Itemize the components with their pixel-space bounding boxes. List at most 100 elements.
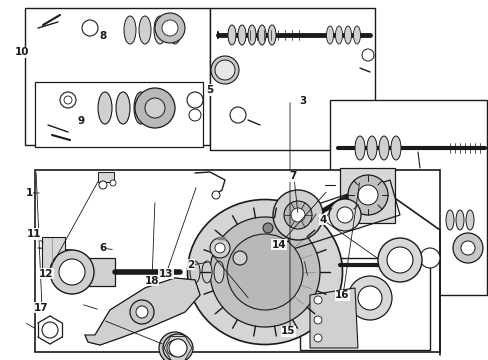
Circle shape (419, 248, 439, 268)
Text: 1: 1 (26, 188, 33, 198)
Ellipse shape (210, 56, 239, 84)
Circle shape (263, 223, 272, 233)
Ellipse shape (247, 25, 256, 45)
Circle shape (361, 49, 373, 61)
Ellipse shape (202, 261, 212, 283)
Circle shape (159, 332, 191, 360)
Ellipse shape (214, 261, 224, 283)
Ellipse shape (335, 26, 342, 44)
Text: 15: 15 (281, 326, 295, 336)
Circle shape (377, 238, 421, 282)
Circle shape (155, 13, 184, 43)
Ellipse shape (116, 92, 130, 124)
Circle shape (313, 296, 321, 304)
Ellipse shape (267, 25, 275, 45)
Circle shape (209, 217, 319, 327)
Ellipse shape (445, 210, 453, 230)
Ellipse shape (465, 210, 473, 230)
Ellipse shape (455, 210, 463, 230)
Text: 12: 12 (39, 269, 54, 279)
Text: 13: 13 (159, 269, 173, 279)
Text: 4: 4 (318, 215, 326, 225)
Circle shape (357, 185, 377, 205)
Circle shape (357, 286, 381, 310)
Circle shape (313, 316, 321, 324)
Circle shape (162, 20, 178, 36)
Circle shape (186, 92, 203, 108)
Bar (209, 8, 374, 150)
Circle shape (59, 259, 85, 285)
Circle shape (328, 199, 360, 231)
Text: 18: 18 (144, 276, 159, 286)
Ellipse shape (326, 26, 333, 44)
Polygon shape (309, 288, 357, 348)
Text: 9: 9 (77, 116, 84, 126)
Bar (98, 172, 114, 182)
Circle shape (110, 180, 116, 186)
Circle shape (42, 322, 58, 338)
Ellipse shape (190, 261, 200, 283)
Circle shape (135, 88, 175, 128)
Bar (299, 258, 429, 350)
Circle shape (290, 208, 305, 222)
Text: 3: 3 (299, 96, 306, 106)
Bar (25, 8, 209, 145)
Circle shape (284, 201, 311, 229)
Circle shape (82, 20, 98, 36)
Text: 17: 17 (34, 303, 49, 313)
Bar (35, 82, 203, 147)
Circle shape (452, 233, 482, 263)
Polygon shape (42, 237, 65, 270)
Text: 16: 16 (334, 290, 349, 300)
Text: 14: 14 (271, 240, 285, 250)
Circle shape (169, 339, 186, 357)
Circle shape (226, 234, 303, 310)
Circle shape (209, 238, 229, 258)
Text: 2: 2 (187, 260, 194, 270)
Ellipse shape (227, 25, 236, 45)
Circle shape (336, 207, 352, 223)
Circle shape (50, 250, 94, 294)
Circle shape (386, 247, 412, 273)
Circle shape (215, 243, 224, 253)
Bar (80, 258, 115, 286)
Circle shape (145, 98, 164, 118)
Text: 5: 5 (206, 85, 213, 95)
Ellipse shape (124, 16, 136, 44)
Circle shape (189, 109, 201, 121)
Ellipse shape (353, 26, 360, 44)
Circle shape (215, 60, 235, 80)
Bar (339, 168, 394, 223)
Ellipse shape (154, 16, 165, 44)
Text: 11: 11 (27, 229, 41, 239)
Bar (35, 170, 439, 352)
Circle shape (232, 251, 246, 265)
Bar (329, 100, 486, 295)
Text: 6: 6 (99, 243, 106, 253)
Ellipse shape (390, 136, 400, 160)
Circle shape (99, 181, 107, 189)
Circle shape (229, 107, 245, 123)
Ellipse shape (163, 334, 193, 360)
Circle shape (460, 241, 474, 255)
Circle shape (212, 191, 220, 199)
Circle shape (64, 96, 72, 104)
Ellipse shape (344, 26, 351, 44)
Circle shape (60, 92, 76, 108)
Ellipse shape (134, 92, 148, 124)
Circle shape (130, 300, 154, 324)
Ellipse shape (169, 16, 181, 44)
Circle shape (313, 334, 321, 342)
Polygon shape (85, 278, 200, 345)
Text: 7: 7 (289, 171, 297, 181)
Ellipse shape (98, 92, 112, 124)
Text: 10: 10 (15, 47, 29, 57)
Ellipse shape (354, 136, 364, 160)
Circle shape (347, 175, 387, 215)
Ellipse shape (366, 136, 376, 160)
Ellipse shape (187, 199, 342, 345)
Circle shape (347, 276, 391, 320)
Ellipse shape (258, 25, 265, 45)
Circle shape (167, 340, 183, 356)
Circle shape (136, 306, 148, 318)
